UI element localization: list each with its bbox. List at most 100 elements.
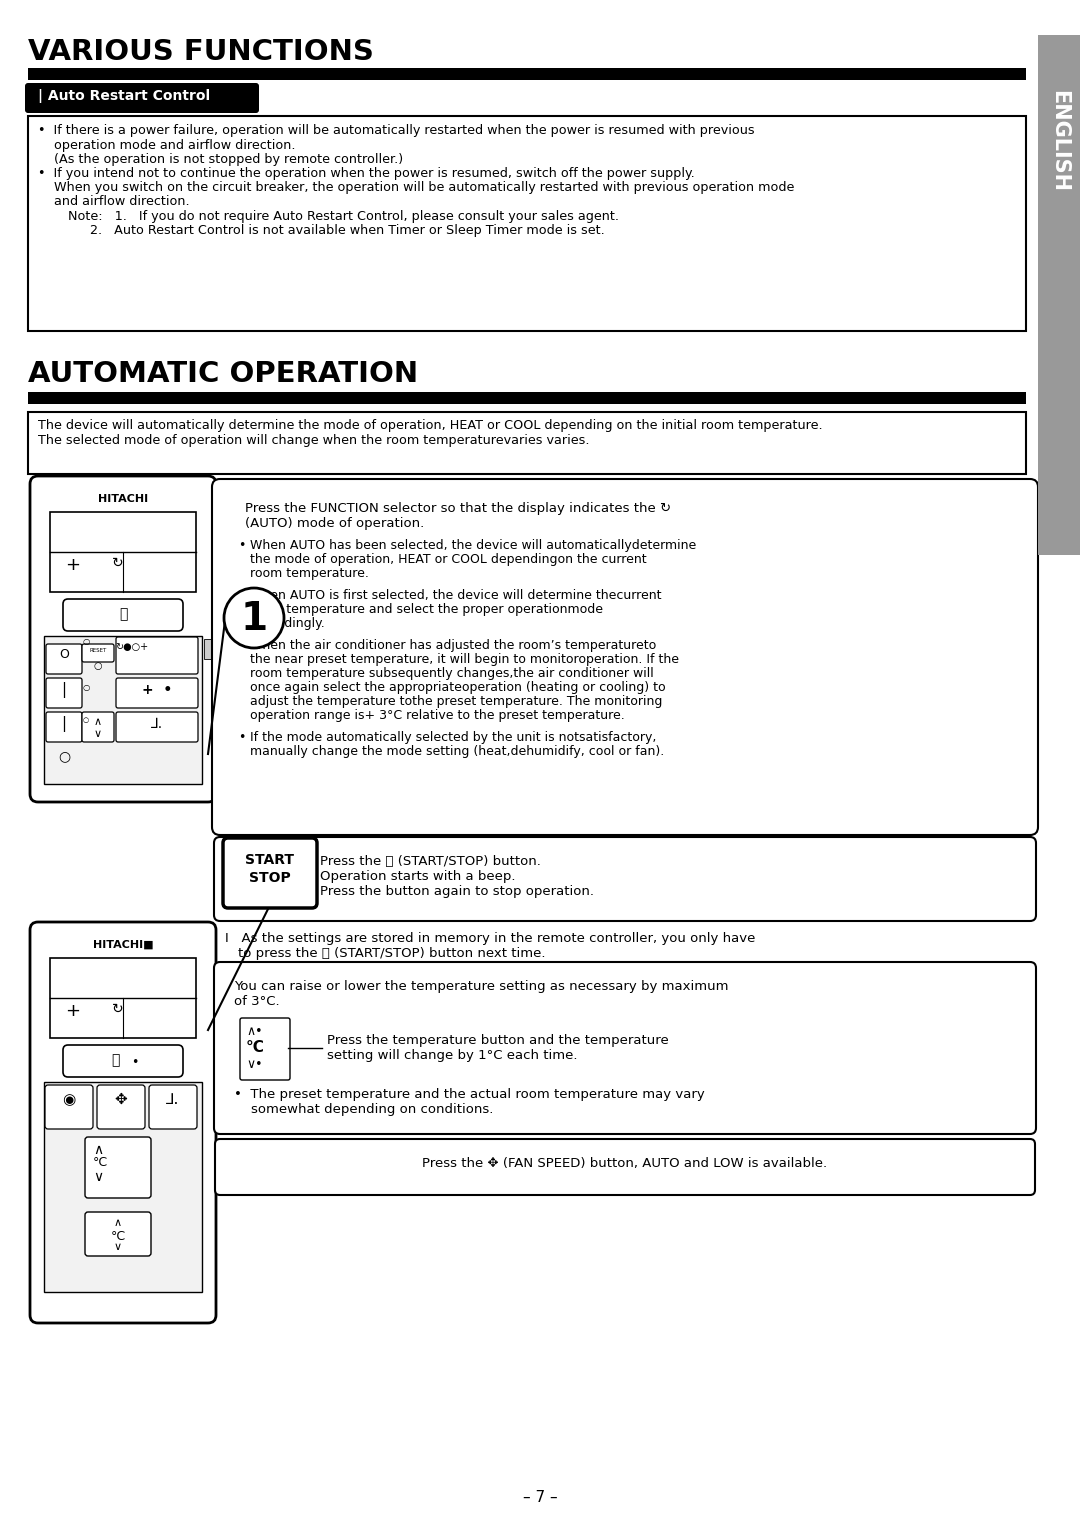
Text: Press the ✥ (FAN SPEED) button, AUTO and LOW is available.: Press the ✥ (FAN SPEED) button, AUTO and…	[422, 1157, 827, 1170]
Text: °C: °C	[110, 1231, 125, 1243]
FancyBboxPatch shape	[63, 599, 183, 631]
Bar	[28, 69, 1026, 79]
FancyBboxPatch shape	[85, 1212, 151, 1257]
Text: ○: ○	[94, 661, 103, 670]
Circle shape	[224, 588, 284, 647]
Text: When AUTO is first selected, the device will determine thecurrent: When AUTO is first selected, the device …	[249, 589, 661, 602]
FancyBboxPatch shape	[46, 644, 82, 673]
Text: •: •	[238, 638, 245, 652]
Text: somewhat depending on conditions.: somewhat depending on conditions.	[234, 1102, 494, 1116]
Text: ⅃.: ⅃.	[151, 718, 163, 731]
Bar	[28, 412, 1026, 473]
FancyBboxPatch shape	[240, 1019, 291, 1080]
Text: ∨•: ∨•	[246, 1058, 262, 1070]
Text: Note:   1.   If you do not require Auto Restart Control, please consult your sal: Note: 1. If you do not require Auto Rest…	[68, 211, 619, 223]
Text: VARIOUS FUNCTIONS: VARIOUS FUNCTIONS	[28, 38, 374, 66]
Text: accordingly.: accordingly.	[249, 617, 325, 631]
Text: Press the FUNCTION selector so that the display indicates the ↻: Press the FUNCTION selector so that the …	[245, 502, 671, 515]
Text: ∨: ∨	[113, 1241, 122, 1252]
Text: manually change the mode setting (heat,dehumidify, cool or fan).: manually change the mode setting (heat,d…	[249, 745, 664, 757]
Text: RESET: RESET	[90, 647, 107, 654]
Text: Press the ⓘ (START/STOP) button.: Press the ⓘ (START/STOP) button.	[320, 855, 541, 867]
FancyBboxPatch shape	[212, 479, 1038, 835]
Text: O: O	[59, 647, 69, 661]
Text: ↻●○+: ↻●○+	[116, 641, 149, 652]
Text: and airflow direction.: and airflow direction.	[54, 195, 190, 208]
Text: ∧•: ∧•	[246, 1025, 262, 1038]
Text: •: •	[238, 539, 245, 551]
FancyBboxPatch shape	[222, 838, 318, 909]
Text: to press the ⓘ (START/STOP) button next time.: to press the ⓘ (START/STOP) button next …	[238, 947, 545, 960]
Text: 2.   Auto Restart Control is not available when Timer or Sleep Timer mode is set: 2. Auto Restart Control is not available…	[90, 224, 605, 237]
Text: +: +	[66, 556, 81, 574]
Text: ✥: ✥	[114, 1092, 127, 1107]
Text: •: •	[238, 731, 245, 744]
Text: ↻: ↻	[112, 556, 124, 570]
FancyBboxPatch shape	[25, 82, 259, 113]
Text: •: •	[132, 1057, 138, 1069]
Text: operation mode and airflow direction.: operation mode and airflow direction.	[54, 139, 296, 153]
Text: ○: ○	[82, 683, 90, 692]
Text: Operation starts with a beep.: Operation starts with a beep.	[320, 870, 515, 883]
Bar	[204, 638, 212, 660]
Text: •: •	[238, 589, 245, 602]
FancyBboxPatch shape	[85, 1138, 151, 1199]
FancyBboxPatch shape	[46, 678, 82, 709]
Text: If the mode automatically selected by the unit is notsatisfactory,: If the mode automatically selected by th…	[249, 731, 657, 744]
FancyBboxPatch shape	[82, 644, 114, 663]
FancyBboxPatch shape	[63, 1044, 183, 1077]
FancyBboxPatch shape	[215, 1139, 1035, 1196]
Text: ○: ○	[58, 750, 70, 764]
Text: – 7 –: – 7 –	[523, 1490, 557, 1506]
Text: the mode of operation, HEAT or COOL dependingon the current: the mode of operation, HEAT or COOL depe…	[249, 553, 647, 567]
Text: STOP: STOP	[249, 870, 291, 886]
Text: the near preset temperature, it will begin to monitoroperation. If the: the near preset temperature, it will beg…	[249, 654, 679, 666]
Text: •  If there is a power failure, operation will be automatically restarted when t: • If there is a power failure, operation…	[38, 124, 755, 137]
Text: +: +	[66, 1002, 81, 1020]
Text: room temperature subsequently changes,the air conditioner will: room temperature subsequently changes,th…	[249, 667, 653, 680]
Text: When AUTO has been selected, the device will automaticallydetermine: When AUTO has been selected, the device …	[249, 539, 697, 551]
Text: •  If you intend not to continue the operation when the power is resumed, switch: • If you intend not to continue the oper…	[38, 166, 694, 180]
Text: ⅃.: ⅃.	[166, 1092, 179, 1107]
Text: ∨: ∨	[93, 1170, 103, 1183]
FancyBboxPatch shape	[116, 637, 198, 673]
FancyBboxPatch shape	[30, 922, 216, 1322]
Text: You can raise or lower the temperature setting as necessary by maximum: You can raise or lower the temperature s…	[234, 980, 729, 993]
Bar	[28, 392, 1026, 405]
Bar	[1038, 35, 1080, 554]
Bar	[44, 637, 202, 783]
Bar	[28, 116, 1026, 331]
Text: The selected mode of operation will change when the room temperaturevaries varie: The selected mode of operation will chan…	[38, 434, 590, 447]
Text: ∧: ∧	[93, 1144, 103, 1157]
FancyBboxPatch shape	[30, 476, 216, 802]
FancyBboxPatch shape	[46, 712, 82, 742]
Text: +  •: + •	[141, 683, 172, 696]
Text: ○: ○	[82, 637, 90, 646]
Text: The device will automatically determine the mode of operation, HEAT or COOL depe: The device will automatically determine …	[38, 418, 823, 432]
FancyBboxPatch shape	[82, 712, 114, 742]
Text: AUTOMATIC OPERATION: AUTOMATIC OPERATION	[28, 360, 418, 388]
Text: room temperature and select the proper operationmode: room temperature and select the proper o…	[249, 603, 603, 615]
Text: ↻: ↻	[112, 1002, 124, 1015]
Bar	[44, 1083, 202, 1292]
Text: When the air conditioner has adjusted the room’s temperatureto: When the air conditioner has adjusted th…	[249, 638, 657, 652]
FancyBboxPatch shape	[97, 1086, 145, 1128]
FancyBboxPatch shape	[214, 837, 1036, 921]
Bar	[50, 512, 195, 592]
Text: Press the button again to stop operation.: Press the button again to stop operation…	[320, 886, 594, 898]
FancyBboxPatch shape	[149, 1086, 197, 1128]
Text: ∧
∨: ∧ ∨	[94, 718, 103, 739]
Text: START: START	[245, 854, 295, 867]
Text: operation range is+ 3°C relative to the preset temperature.: operation range is+ 3°C relative to the …	[249, 709, 624, 722]
Text: |: |	[62, 683, 67, 698]
Text: ENGLISH: ENGLISH	[1049, 90, 1069, 192]
Text: ⓘ: ⓘ	[111, 1054, 119, 1067]
Text: setting will change by 1°C each time.: setting will change by 1°C each time.	[327, 1049, 578, 1061]
FancyBboxPatch shape	[45, 1086, 93, 1128]
Text: Press the temperature button and the temperature: Press the temperature button and the tem…	[327, 1034, 669, 1048]
Text: 1: 1	[241, 600, 268, 638]
FancyBboxPatch shape	[214, 962, 1036, 1135]
Text: ∧: ∧	[113, 1219, 122, 1228]
Text: | Auto Restart Control: | Auto Restart Control	[38, 89, 211, 102]
Text: room temperature.: room temperature.	[249, 567, 369, 580]
